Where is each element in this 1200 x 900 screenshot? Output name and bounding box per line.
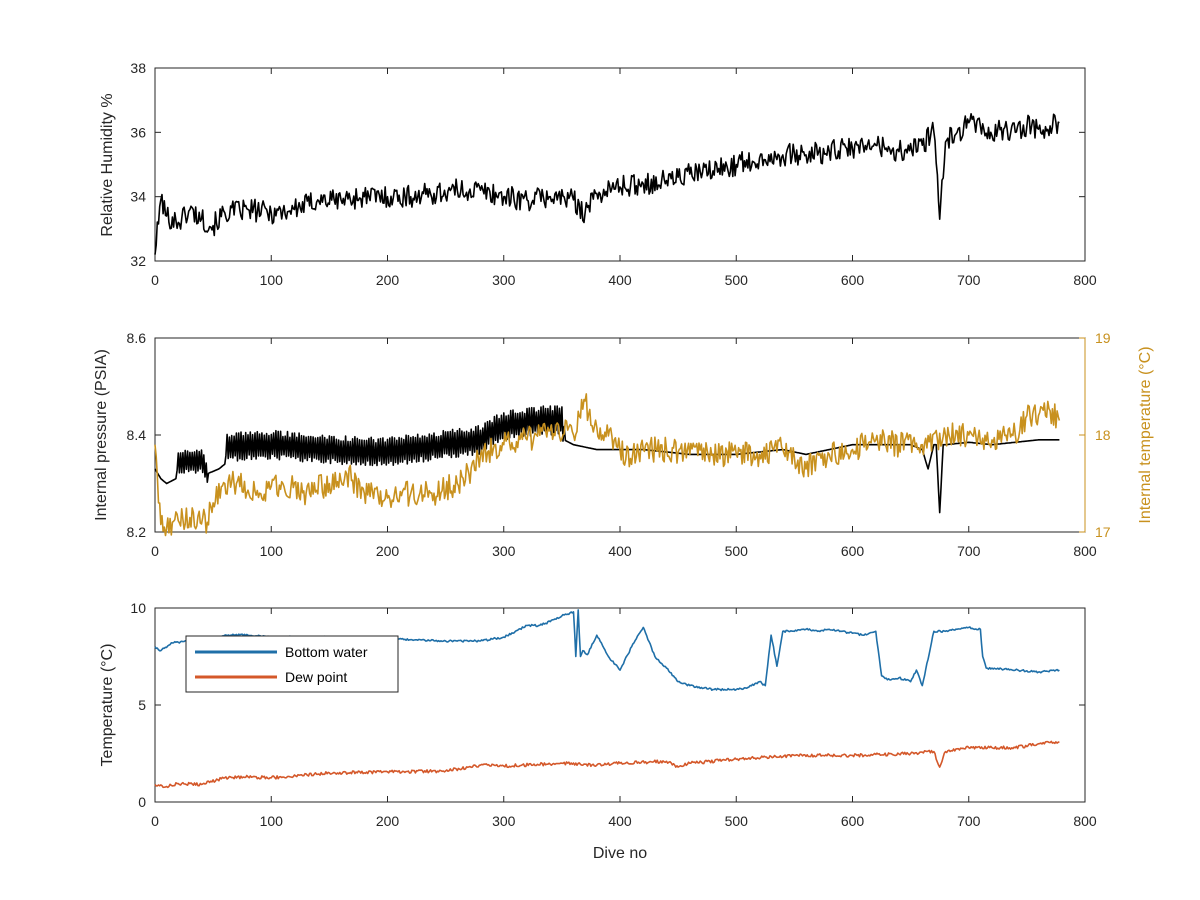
y-tick-label: 8.6: [127, 330, 147, 346]
x-axis-label: Dive no: [593, 845, 647, 862]
y2-tick-label: 19: [1095, 330, 1111, 346]
x-tick-label: 100: [260, 813, 284, 829]
y-tick-label: 8.2: [127, 524, 147, 540]
x-tick-label: 300: [492, 543, 516, 559]
y-tick-label: 38: [130, 60, 146, 76]
x-tick-label: 700: [957, 272, 981, 288]
legend-label-dew-point: Dew point: [285, 669, 347, 685]
y-tick-label: 10: [130, 600, 146, 616]
internal-pressure-line: [154, 405, 1060, 514]
pressure-series-group: [154, 393, 1061, 537]
x-tick-label: 200: [376, 813, 400, 829]
pressure-y-ticks: 8.2 8.4 8.6: [127, 330, 161, 540]
y-tick-label: 32: [130, 253, 146, 269]
x-tick-label: 600: [841, 813, 865, 829]
humidity-y-ticks: 32 34 36 38: [130, 60, 1085, 269]
x-tick-label: 400: [608, 813, 632, 829]
pressure-x-ticks: 0 100 200 300 400 500 600 700 800: [151, 338, 1097, 559]
x-tick-label: 500: [725, 272, 749, 288]
x-tick-label: 200: [376, 543, 400, 559]
legend-box: [185, 635, 399, 693]
x-tick-label: 600: [841, 543, 865, 559]
x-tick-label: 800: [1073, 543, 1097, 559]
humidity-x-ticks: 0 100 200 300 400 500 600 700 800: [151, 68, 1097, 288]
x-tick-label: 0: [151, 813, 159, 829]
x-tick-label: 500: [725, 813, 749, 829]
temperature-panel: 0 100 200 300 400 500 600 700 800 0 5 10 Temperatu…: [99, 600, 1097, 862]
legend-label-bottom-water: Bottom water: [285, 644, 368, 660]
x-tick-label: 0: [151, 272, 159, 288]
x-tick-label: 800: [1073, 272, 1097, 288]
humidity-panel: 0 100 200 300 400 500 600 700 800 32 34 36 38 Relat…: [99, 60, 1097, 288]
x-tick-label: 800: [1073, 813, 1097, 829]
y-tick-label: 8.4: [127, 427, 147, 443]
internal-temperature-y-axis-label: Internal temperature (°C): [1137, 346, 1154, 523]
y-tick-label: 0: [138, 794, 146, 810]
x-tick-label: 100: [260, 272, 284, 288]
temperature-right-y-ticks: 17 18 19: [1079, 330, 1111, 540]
x-tick-label: 100: [260, 543, 284, 559]
humidity-series-group: [154, 113, 1060, 255]
x-tick-label: 700: [957, 813, 981, 829]
x-tick-label: 300: [492, 272, 516, 288]
temperature-y-ticks: 0 5 10: [130, 600, 1085, 810]
humidity-line: [154, 113, 1060, 255]
x-tick-label: 500: [725, 543, 749, 559]
temperature-y-axis-label: Temperature (°C): [99, 644, 116, 767]
x-tick-label: 400: [608, 272, 632, 288]
y-tick-label: 34: [130, 189, 146, 205]
dew-point-line: [154, 740, 1060, 789]
y2-tick-label: 17: [1095, 524, 1111, 540]
pressure-panel: 0 100 200 300 400 500 600 700 800 8.2 8.4 8.6 17 18…: [93, 330, 1154, 559]
legend: Bottom water Dew point: [185, 635, 399, 693]
humidity-y-axis-label: Relative Humidity %: [99, 93, 116, 236]
x-tick-label: 200: [376, 272, 400, 288]
y-tick-label: 36: [130, 124, 146, 140]
y-tick-label: 5: [138, 697, 146, 713]
internal-temperature-line: [154, 393, 1061, 537]
temperature-x-ticks: 0 100 200 300 400 500 600 700 800: [151, 608, 1097, 829]
x-tick-label: 0: [151, 543, 159, 559]
pressure-y-axis-label: Internal pressure (PSIA): [93, 349, 110, 521]
x-tick-label: 400: [608, 543, 632, 559]
x-tick-label: 300: [492, 813, 516, 829]
y2-tick-label: 18: [1095, 427, 1111, 443]
x-tick-label: 600: [841, 272, 865, 288]
x-tick-label: 700: [957, 543, 981, 559]
